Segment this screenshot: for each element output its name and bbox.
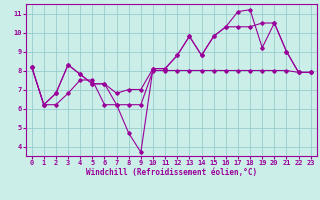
X-axis label: Windchill (Refroidissement éolien,°C): Windchill (Refroidissement éolien,°C): [86, 168, 257, 177]
